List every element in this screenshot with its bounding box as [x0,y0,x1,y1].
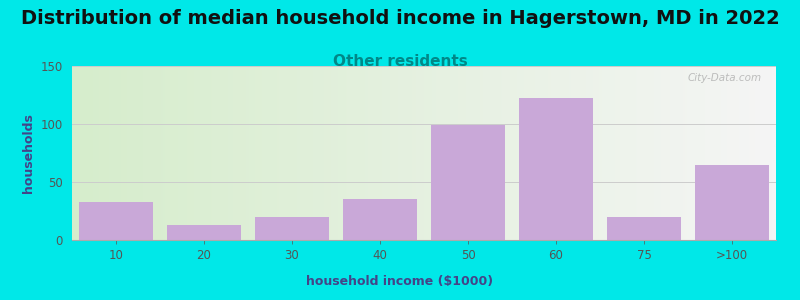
Y-axis label: households: households [22,113,35,193]
Bar [430,125,506,240]
Bar [78,202,154,240]
Bar [518,98,594,240]
Text: Other residents: Other residents [333,54,467,69]
Bar [254,217,330,240]
Bar [166,225,242,240]
Text: household income ($1000): household income ($1000) [306,275,494,288]
Bar [342,200,418,240]
Bar [606,217,682,240]
Text: City-Data.com: City-Data.com [688,73,762,83]
Text: Distribution of median household income in Hagerstown, MD in 2022: Distribution of median household income … [21,9,779,28]
Bar [694,165,770,240]
